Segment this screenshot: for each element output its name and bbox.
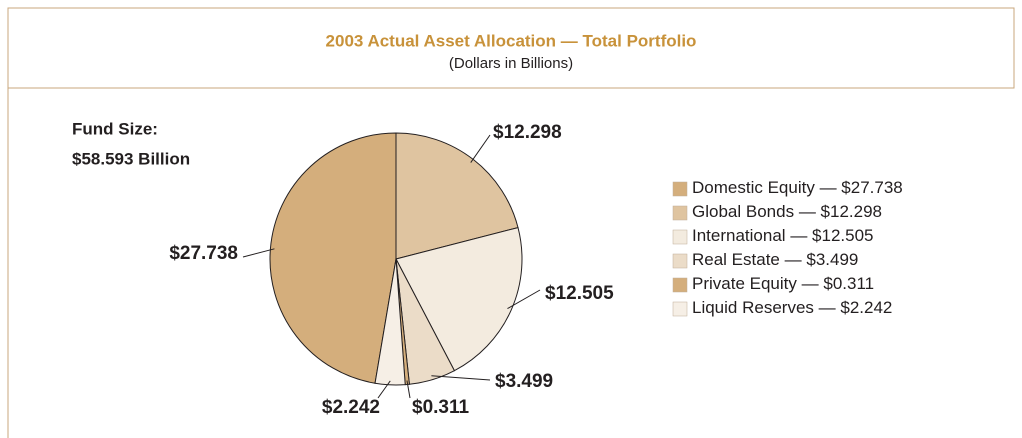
legend-entry: Liquid Reserves — $2.242	[692, 298, 892, 317]
legend-swatch	[672, 253, 688, 269]
data-label: $2.242	[322, 397, 380, 418]
legend-swatch	[672, 229, 688, 245]
legend-name: Domestic Equity	[692, 178, 815, 197]
legend-swatch	[672, 205, 688, 221]
legend-value: $3.499	[806, 250, 858, 269]
legend-swatch	[672, 181, 688, 197]
legend-name: Global Bonds	[692, 202, 794, 221]
legend-entry: Domestic Equity — $27.738	[692, 178, 903, 197]
legend-separator: —	[785, 250, 802, 269]
legend-separator: —	[799, 202, 816, 221]
legend-swatch	[672, 301, 688, 317]
legend-separator: —	[790, 226, 807, 245]
data-label: $27.738	[169, 243, 238, 264]
chart-title: 2003 Actual Asset Allocation — Total Por…	[326, 31, 697, 50]
data-label: $12.505	[545, 283, 614, 304]
pie-slice	[374, 258, 406, 386]
chart-subtitle: (Dollars in Billions)	[449, 55, 573, 72]
legend-name: Liquid Reserves	[692, 298, 814, 317]
leader-line	[507, 289, 541, 310]
legend-separator: —	[802, 274, 819, 293]
pie-slice	[269, 132, 397, 384]
legend-name: Real Estate	[692, 250, 780, 269]
legend-value: $27.738	[841, 178, 902, 197]
data-label: $0.311	[412, 397, 469, 418]
legend-entry: Private Equity — $0.311	[692, 274, 874, 293]
legend-separator: —	[819, 298, 836, 317]
fund-size-value: $58.593 Billion	[72, 149, 190, 168]
fund-size-label: Fund Size:	[72, 119, 158, 138]
data-label: $3.499	[495, 371, 553, 392]
pie-slice	[395, 226, 523, 372]
data-label: $12.298	[493, 122, 562, 143]
legend-name: Private Equity	[692, 274, 797, 293]
leader-line	[377, 380, 391, 399]
legend-value: $0.311	[823, 274, 874, 293]
legend-separator: —	[820, 178, 837, 197]
leader-line	[431, 375, 491, 381]
legend-value: $2.242	[840, 298, 892, 317]
legend-entry: Global Bonds — $12.298	[692, 202, 882, 221]
legend-value: $12.298	[821, 202, 882, 221]
leader-line	[470, 134, 491, 163]
legend-entry: International — $12.505	[692, 226, 874, 245]
legend-entry: Real Estate — $3.499	[692, 250, 858, 269]
legend-value: $12.505	[812, 226, 873, 245]
header-frame	[7, 7, 1015, 89]
legend-swatch	[672, 277, 688, 293]
leader-line	[406, 380, 411, 399]
leader-line	[242, 248, 275, 258]
legend-name: International	[692, 226, 786, 245]
